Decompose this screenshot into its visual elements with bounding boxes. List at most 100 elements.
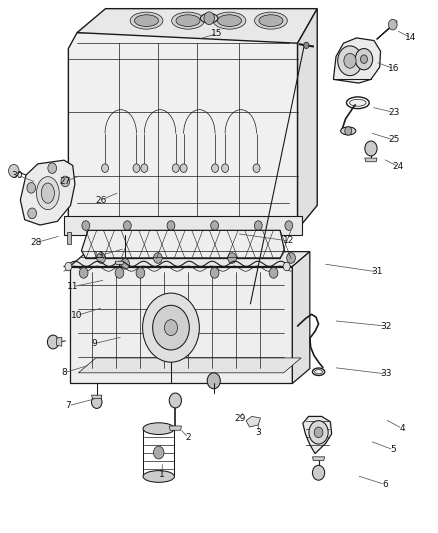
Polygon shape xyxy=(303,416,332,454)
Polygon shape xyxy=(78,358,301,373)
Circle shape xyxy=(169,393,181,408)
Text: 27: 27 xyxy=(60,177,71,186)
Circle shape xyxy=(61,176,70,187)
Circle shape xyxy=(211,221,219,230)
Circle shape xyxy=(212,164,219,172)
Circle shape xyxy=(79,268,88,278)
Circle shape xyxy=(92,395,102,408)
Circle shape xyxy=(338,46,362,76)
Text: 8: 8 xyxy=(61,368,67,377)
Polygon shape xyxy=(169,426,181,430)
Text: 29: 29 xyxy=(234,414,246,423)
Ellipse shape xyxy=(143,471,174,482)
Text: 25: 25 xyxy=(388,135,399,144)
Circle shape xyxy=(309,421,328,444)
Text: 26: 26 xyxy=(95,196,107,205)
Polygon shape xyxy=(20,160,75,225)
Ellipse shape xyxy=(346,97,369,109)
Circle shape xyxy=(344,53,356,68)
Polygon shape xyxy=(333,38,381,83)
Circle shape xyxy=(389,19,397,30)
Text: 2: 2 xyxy=(186,433,191,442)
Text: 5: 5 xyxy=(391,446,396,455)
Ellipse shape xyxy=(314,369,322,374)
Ellipse shape xyxy=(36,176,59,209)
Ellipse shape xyxy=(134,15,159,27)
Circle shape xyxy=(345,127,352,135)
Ellipse shape xyxy=(350,99,366,106)
Polygon shape xyxy=(70,252,310,266)
Circle shape xyxy=(269,268,278,278)
Ellipse shape xyxy=(41,183,54,203)
Text: 6: 6 xyxy=(382,480,388,489)
Polygon shape xyxy=(10,166,18,174)
Ellipse shape xyxy=(218,15,241,27)
Text: 24: 24 xyxy=(392,162,404,171)
Circle shape xyxy=(48,163,57,173)
Circle shape xyxy=(285,221,293,230)
Circle shape xyxy=(180,164,187,172)
Text: 16: 16 xyxy=(388,64,399,73)
Polygon shape xyxy=(389,21,397,28)
Polygon shape xyxy=(81,230,285,259)
Polygon shape xyxy=(70,266,292,383)
Circle shape xyxy=(97,253,106,263)
Text: 33: 33 xyxy=(380,369,392,378)
Circle shape xyxy=(115,268,124,278)
Circle shape xyxy=(102,164,109,172)
Ellipse shape xyxy=(254,12,287,29)
Circle shape xyxy=(65,262,72,271)
Text: 31: 31 xyxy=(371,268,383,276)
Circle shape xyxy=(136,268,145,278)
Text: 15: 15 xyxy=(211,29,223,38)
Circle shape xyxy=(167,221,175,230)
Polygon shape xyxy=(365,158,377,162)
Text: 11: 11 xyxy=(67,282,78,291)
Circle shape xyxy=(143,293,199,362)
Circle shape xyxy=(314,427,323,438)
Text: 4: 4 xyxy=(399,424,405,433)
Ellipse shape xyxy=(143,423,174,434)
Circle shape xyxy=(28,208,36,219)
Circle shape xyxy=(152,305,189,350)
Text: 10: 10 xyxy=(71,311,83,320)
Circle shape xyxy=(207,373,220,389)
Circle shape xyxy=(283,262,290,271)
Circle shape xyxy=(360,55,367,63)
Polygon shape xyxy=(64,216,302,235)
Text: 9: 9 xyxy=(92,339,97,348)
Circle shape xyxy=(304,42,309,49)
Text: 7: 7 xyxy=(66,401,71,410)
Text: 3: 3 xyxy=(255,428,261,437)
Circle shape xyxy=(228,253,237,263)
Text: 23: 23 xyxy=(388,108,399,117)
Polygon shape xyxy=(297,9,317,229)
Circle shape xyxy=(287,253,295,263)
Ellipse shape xyxy=(201,13,218,23)
Polygon shape xyxy=(292,252,310,383)
Polygon shape xyxy=(246,416,261,427)
Circle shape xyxy=(9,165,19,177)
Text: 32: 32 xyxy=(380,321,392,330)
Circle shape xyxy=(355,49,373,70)
Circle shape xyxy=(27,182,35,193)
Circle shape xyxy=(365,141,377,156)
Circle shape xyxy=(172,164,179,172)
Circle shape xyxy=(153,446,164,459)
Ellipse shape xyxy=(213,12,246,29)
Circle shape xyxy=(164,320,177,336)
Polygon shape xyxy=(67,232,71,244)
Polygon shape xyxy=(92,395,102,398)
Text: 13: 13 xyxy=(93,252,105,260)
Circle shape xyxy=(133,164,140,172)
Polygon shape xyxy=(57,337,62,346)
Circle shape xyxy=(124,221,131,230)
Ellipse shape xyxy=(312,368,325,375)
Circle shape xyxy=(222,164,229,172)
Text: 28: 28 xyxy=(31,238,42,247)
Circle shape xyxy=(121,259,130,269)
Ellipse shape xyxy=(130,12,163,29)
Circle shape xyxy=(82,221,90,230)
Polygon shape xyxy=(77,9,317,43)
Circle shape xyxy=(253,164,260,172)
